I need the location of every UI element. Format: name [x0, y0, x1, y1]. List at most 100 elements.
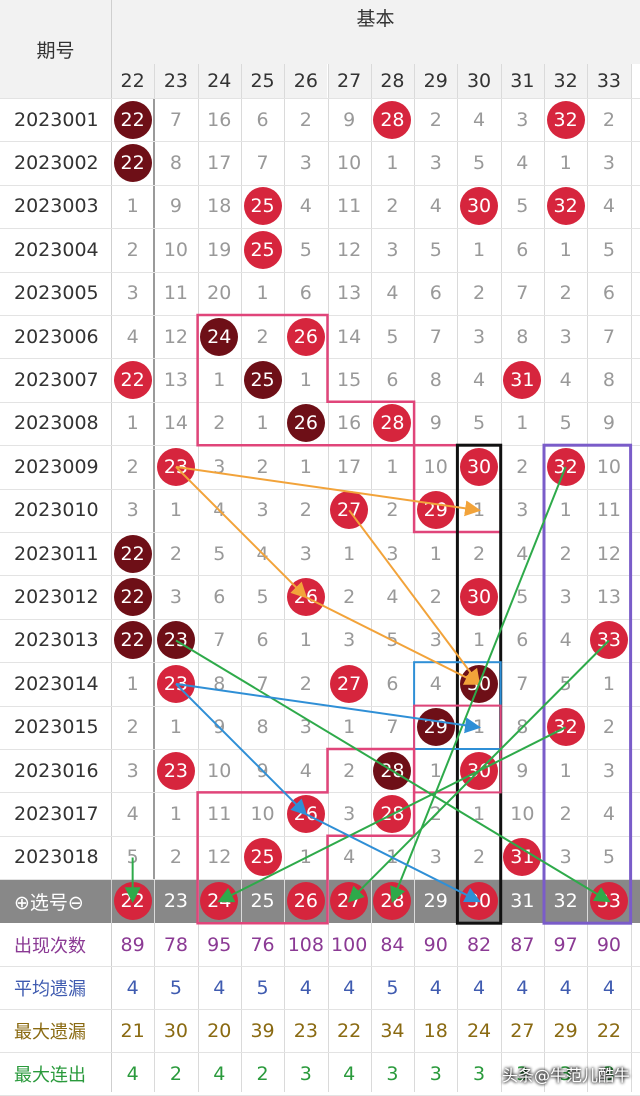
cell-2023001-27: 9	[343, 108, 356, 131]
cell-2023007-23: 13	[163, 369, 189, 392]
cell-2023002-33: 3	[602, 152, 615, 175]
cell-2023001-22: 22	[111, 98, 154, 141]
cell-2023010-23: 1	[169, 499, 182, 522]
cell-2023004-27: 12	[337, 238, 362, 261]
row-divider	[0, 401, 640, 403]
cell-2023015-23: 1	[169, 716, 182, 739]
cell-2023010-31: 3	[516, 499, 529, 522]
cell-2023010-22: 3	[126, 499, 139, 522]
number-27-ball: 27	[330, 491, 369, 530]
select-number-25[interactable]: 25	[250, 890, 275, 913]
cell-2023010-26: 2	[299, 499, 312, 522]
cell-2023006-23: 12	[163, 325, 189, 348]
number-28-ball: 28	[373, 404, 412, 443]
cell-2023014-31: 7	[516, 672, 529, 695]
cell-2023003-26: 4	[299, 195, 312, 218]
cell-2023001-25: 6	[256, 108, 269, 131]
cell-2023017-24: 11	[207, 803, 232, 826]
number-22-ball: 22	[113, 361, 152, 400]
cell-2023015-32: 32	[544, 706, 587, 749]
select-number-26[interactable]: 26	[284, 879, 327, 923]
cell-2023011-26: 3	[299, 542, 312, 565]
stat-label: 最大遗漏	[14, 1021, 86, 1043]
select-number-32[interactable]: 32	[553, 890, 578, 913]
cell-2023017-32: 2	[559, 803, 572, 826]
cell-2023005-32: 2	[559, 282, 572, 305]
cell-2023012-31: 5	[516, 586, 529, 609]
cell-2023008-28: 28	[371, 402, 414, 445]
number-32-ball: 32	[546, 447, 585, 486]
number-25-ball: 25	[243, 838, 282, 877]
stat-value: 3	[386, 1062, 399, 1085]
cell-2023016-29: 1	[429, 759, 442, 782]
stat-value: 21	[120, 1019, 145, 1042]
number-25-ball: 25	[243, 187, 282, 226]
cell-2023016-33: 3	[602, 759, 615, 782]
number-24-ball: 24	[200, 317, 239, 356]
cell-2023007-33: 8	[602, 369, 615, 392]
cell-2023002-25: 7	[256, 152, 269, 175]
cell-2023007-22: 22	[111, 358, 154, 401]
cell-2023004-24: 19	[207, 238, 232, 261]
cell-2023012-32: 3	[559, 586, 572, 609]
row-divider	[0, 141, 640, 143]
select-number-29[interactable]: 29	[423, 890, 448, 913]
cell-2023018-22: 5	[126, 846, 139, 869]
row-divider	[0, 271, 640, 273]
cell-2023002-24: 17	[207, 152, 232, 175]
row-divider	[0, 488, 640, 490]
column-divider	[240, 64, 242, 1092]
cell-2023004-25: 25	[241, 228, 284, 271]
cell-2023002-26: 3	[299, 152, 312, 175]
number-26-ball: 26	[286, 317, 325, 356]
select-number-31[interactable]: 31	[510, 890, 535, 913]
period-label: 2023014	[14, 672, 99, 695]
cell-2023011-32: 2	[559, 542, 572, 565]
column-divider	[284, 64, 286, 1092]
stat-value: 4	[213, 1062, 226, 1085]
cell-2023002-23: 8	[169, 152, 182, 175]
cell-2023003-25: 25	[241, 185, 284, 228]
cell-2023002-22: 22	[111, 141, 154, 184]
cell-2023005-24: 20	[207, 282, 232, 305]
orange-arrow	[175, 465, 482, 517]
cell-2023018-32: 3	[559, 846, 572, 869]
period-header: 期号	[0, 0, 111, 98]
stat-value: 108	[287, 933, 324, 956]
cell-2023006-25: 2	[256, 325, 269, 348]
cell-2023006-28: 5	[386, 325, 399, 348]
cell-2023014-27: 27	[328, 662, 371, 705]
cell-2023002-27: 10	[337, 152, 362, 175]
cell-2023017-25: 10	[250, 803, 275, 826]
stat-value: 4	[559, 976, 572, 999]
cell-2023016-27: 2	[343, 759, 356, 782]
label-divider	[111, 0, 112, 1092]
cell-2023009-25: 2	[256, 455, 269, 478]
cell-2023008-27: 16	[337, 412, 362, 435]
period-label: 2023002	[14, 152, 99, 175]
stat-value: 4	[343, 976, 356, 999]
cell-2023008-30: 5	[472, 412, 486, 435]
cell-2023008-26: 26	[284, 402, 327, 445]
number-30-ball: 30	[460, 447, 499, 486]
stat-divider	[0, 1009, 640, 1011]
cell-2023012-30: 30	[457, 575, 500, 618]
column-header-31: 31	[500, 64, 544, 98]
cell-2023003-32: 32	[544, 185, 587, 228]
cell-2023011-22: 22	[111, 532, 154, 575]
stat-value: 27	[510, 1019, 535, 1042]
stat-value: 4	[516, 976, 529, 999]
cell-2023008-33: 9	[602, 412, 615, 435]
select-number-23[interactable]: 23	[163, 890, 189, 913]
stat-value: 39	[250, 1019, 275, 1042]
stat-value: 5	[386, 976, 399, 999]
row-divider	[0, 575, 640, 577]
cell-2023012-25: 5	[256, 586, 269, 609]
selector-label[interactable]: ⊕选号⊖	[0, 879, 111, 924]
cell-2023018-24: 12	[207, 846, 232, 869]
cell-2023017-22: 4	[126, 803, 139, 826]
number-22-ball: 22	[113, 578, 152, 617]
cell-2023015-29: 29	[414, 706, 457, 749]
period-label: 2023007	[14, 369, 99, 392]
